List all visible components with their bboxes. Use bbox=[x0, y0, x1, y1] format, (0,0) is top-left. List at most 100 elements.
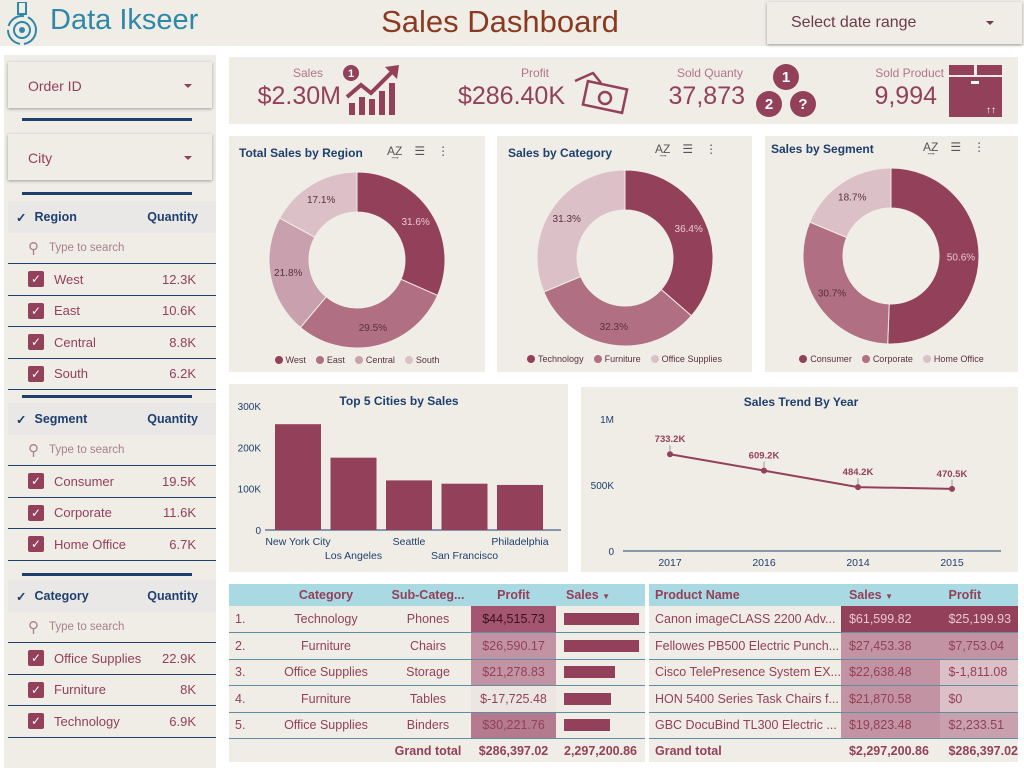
svg-text:1: 1 bbox=[782, 69, 790, 86]
col-subcategory[interactable]: Sub-Categ... bbox=[385, 584, 471, 606]
kpi-quantity-value: 37,873 bbox=[668, 82, 745, 110]
item-value: 8.8K bbox=[169, 334, 196, 350]
checkbox-checked-icon[interactable]: ✓ bbox=[28, 365, 44, 382]
table-row[interactable]: 4. Furniture Tables $-17,725.48 bbox=[229, 685, 645, 713]
filter-item-furniture[interactable]: ✓ Furniture 8K bbox=[8, 675, 216, 706]
col-profit[interactable]: Profit bbox=[471, 584, 556, 606]
segment-filter-header[interactable]: ✓ Segment Quantity bbox=[8, 403, 216, 435]
checkbox-checked-icon[interactable]: ✓ bbox=[28, 302, 44, 319]
table-row[interactable]: GBC DocuBind TL300 Electric ... $19,823.4… bbox=[649, 712, 1018, 739]
data-point bbox=[949, 485, 955, 492]
y-tick-label: 100K bbox=[238, 485, 262, 496]
order-id-dropdown[interactable]: Order ID bbox=[8, 62, 212, 108]
more-icon[interactable]: ⋮ bbox=[705, 142, 718, 156]
checkbox-checked-icon[interactable]: ✓ bbox=[28, 271, 44, 288]
table-row[interactable]: 3. Office Supplies Storage $21,278.83 bbox=[229, 659, 645, 686]
checkbox-checked-icon[interactable]: ✓ bbox=[28, 473, 44, 490]
filter-item-east[interactable]: ✓ East 10.6K bbox=[8, 296, 216, 327]
subcategory-table: Category Sub-Categ... Profit Sales ▼ 1. Te… bbox=[229, 584, 645, 762]
profit-cell: $26,590.17 bbox=[471, 632, 556, 660]
col-sales-label: Sales bbox=[566, 588, 599, 602]
region-filter-header[interactable]: ✓ Region Quantity bbox=[8, 201, 216, 233]
sales-bar-cell bbox=[556, 632, 645, 660]
product-name-cell: GBC DocuBind TL300 Electric ... bbox=[649, 712, 841, 739]
search-icon: ⚲ bbox=[28, 619, 39, 636]
search-placeholder: Type to search bbox=[49, 242, 125, 254]
table-row[interactable]: Cisco TelePresence System EX... $22,638.4… bbox=[649, 659, 1018, 686]
col-profit[interactable]: Profit bbox=[940, 584, 1018, 606]
filter-item-technology[interactable]: ✓ Technology 6.9K bbox=[8, 706, 216, 738]
check-icon: ✓ bbox=[16, 412, 27, 427]
filter-icon[interactable]: ☰ bbox=[414, 144, 426, 158]
sidebar: Order ID City ✓ Region Quantity ⚲ Type to s… bbox=[4, 55, 216, 768]
legend-item[interactable]: Office Supplies bbox=[650, 354, 722, 364]
table-row[interactable]: Canon imageCLASS 2200 Adv... $61,599.82 $2… bbox=[649, 606, 1018, 633]
x-tick-label: 2015 bbox=[940, 557, 964, 569]
legend-item[interactable]: West bbox=[274, 355, 306, 365]
filter-item-corporate[interactable]: ✓ Corporate 11.6K bbox=[8, 498, 216, 529]
chart-legend: West East Central South bbox=[229, 355, 485, 365]
profit-cell: $-1,811.08 bbox=[940, 659, 1018, 686]
sort-az-icon[interactable]: A͢Z bbox=[387, 144, 403, 158]
row-number: 5. bbox=[229, 712, 267, 739]
filter-item-west[interactable]: ✓ West 12.3K bbox=[8, 264, 216, 296]
more-icon[interactable]: ⋮ bbox=[437, 144, 450, 158]
sales-bar-cell bbox=[556, 606, 645, 633]
col-sales-label: Sales bbox=[848, 588, 882, 602]
table-row[interactable]: Fellowes PB500 Electric Punch... $27,453.… bbox=[649, 632, 1018, 660]
segment-search-input[interactable]: ⚲ Type to search bbox=[8, 435, 216, 466]
filter-icon[interactable]: ☰ bbox=[950, 140, 962, 154]
checkbox-checked-icon[interactable]: ✓ bbox=[28, 536, 44, 553]
segment-donut-chart: 50.6% 30.7% 18.7% bbox=[802, 167, 980, 345]
col-product-name[interactable]: Product Name bbox=[649, 584, 841, 606]
category-filter: ✓ Category Quantity ⚲ Type to search ✓ Office… bbox=[8, 580, 216, 738]
sales-bar bbox=[564, 719, 611, 732]
col-sales[interactable]: Sales ▼ bbox=[840, 584, 941, 606]
table-row[interactable]: HON 5400 Series Task Chairs f... $21,870.… bbox=[649, 685, 1018, 713]
money-icon bbox=[574, 71, 629, 115]
x-tick-label: Seattle bbox=[393, 536, 426, 548]
chart-title: Sales by Category bbox=[508, 146, 613, 160]
chart-title: Total Sales by Region bbox=[239, 146, 363, 160]
legend-item[interactable]: Corporate bbox=[861, 354, 913, 364]
category-cell: Office Supplies bbox=[267, 712, 385, 739]
svg-text:↑↑: ↑↑ bbox=[986, 105, 996, 116]
checkbox-checked-icon[interactable]: ✓ bbox=[28, 334, 44, 351]
slice-value-label: 18.7% bbox=[838, 193, 866, 204]
filter-item-office-supplies[interactable]: ✓ Office Supplies 22.9K bbox=[8, 643, 216, 675]
col-category[interactable]: Category bbox=[267, 584, 385, 606]
table-row[interactable]: 5. Office Supplies Binders $30,221.76 bbox=[229, 712, 645, 739]
legend-item[interactable]: Home Office bbox=[922, 354, 984, 364]
filter-item-central[interactable]: ✓ Central 8.8K bbox=[8, 327, 216, 359]
category-search-input[interactable]: ⚲ Type to search bbox=[8, 612, 216, 643]
filter-item-south[interactable]: ✓ South 6.2K bbox=[8, 359, 216, 390]
sort-az-icon[interactable]: A͢Z bbox=[923, 140, 939, 154]
col-sales[interactable]: Sales ▼ bbox=[556, 584, 645, 606]
filter-item-consumer[interactable]: ✓ Consumer 19.5K bbox=[8, 466, 216, 498]
checkbox-checked-icon[interactable]: ✓ bbox=[28, 681, 44, 698]
date-range-dropdown[interactable]: Select date range bbox=[767, 2, 1022, 44]
subcategory-cell: Binders bbox=[385, 712, 471, 739]
x-tick-label: San Francisco bbox=[431, 550, 498, 562]
sales-bar-cell bbox=[556, 659, 645, 686]
filter-item-home-office[interactable]: ✓ Home Office 6.7K bbox=[8, 529, 216, 561]
category-filter-header[interactable]: ✓ Category Quantity bbox=[8, 580, 216, 612]
filter-icon[interactable]: ☰ bbox=[682, 142, 694, 156]
region-search-input[interactable]: ⚲ Type to search bbox=[8, 233, 216, 264]
legend-item[interactable]: Central bbox=[354, 355, 395, 365]
city-dropdown[interactable]: City bbox=[8, 134, 212, 180]
legend-item[interactable]: Consumer bbox=[799, 354, 852, 364]
table-row[interactable]: 2. Furniture Chairs $26,590.17 bbox=[229, 632, 645, 660]
checkbox-checked-icon[interactable]: ✓ bbox=[28, 650, 44, 667]
item-label: East bbox=[54, 303, 81, 319]
checkbox-checked-icon[interactable]: ✓ bbox=[28, 504, 44, 521]
legend-item[interactable]: South bbox=[404, 355, 439, 365]
more-icon[interactable]: ⋮ bbox=[973, 140, 986, 154]
quantity-header: Quantity bbox=[147, 412, 198, 426]
checkbox-checked-icon[interactable]: ✓ bbox=[28, 713, 44, 730]
legend-item[interactable]: Technology bbox=[527, 354, 584, 364]
sort-az-icon[interactable]: A͢Z bbox=[655, 142, 671, 156]
table-row[interactable]: 1. Technology Phones $44,515.73 bbox=[229, 606, 645, 633]
legend-item[interactable]: East bbox=[315, 355, 345, 365]
legend-item[interactable]: Furniture bbox=[593, 354, 641, 364]
